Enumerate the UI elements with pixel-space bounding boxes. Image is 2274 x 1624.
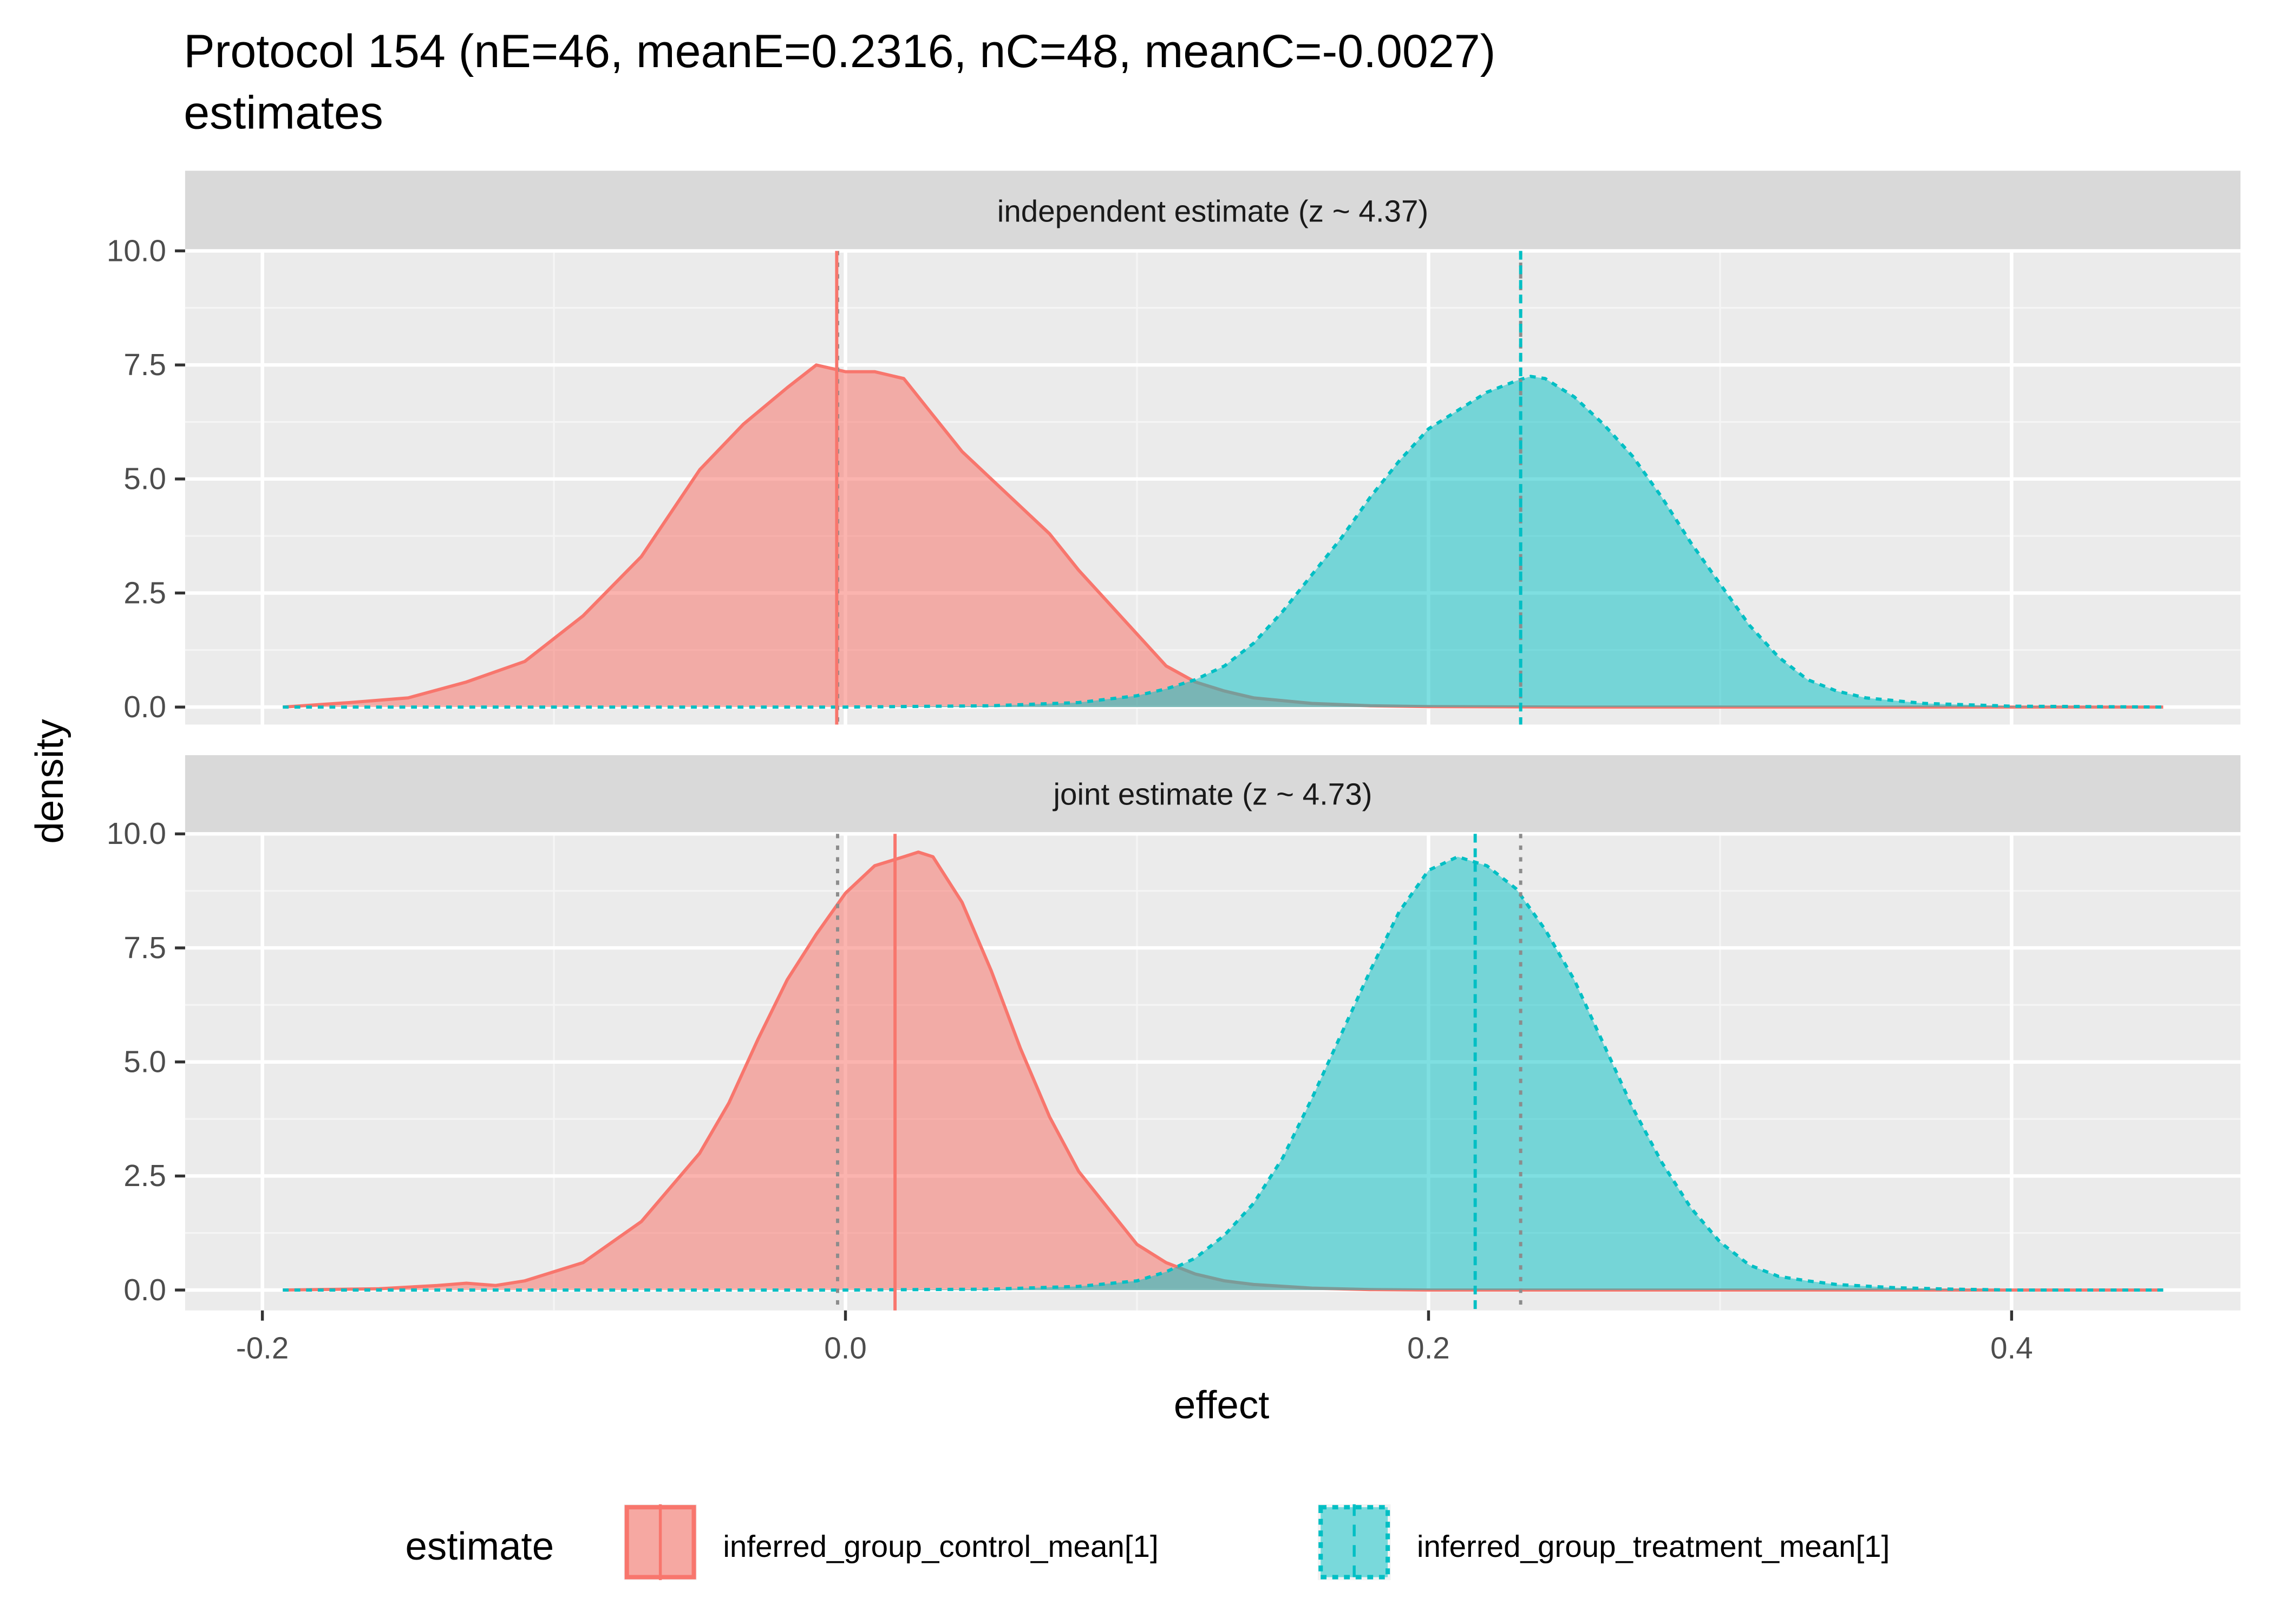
y-tick-label: 2.5: [123, 575, 166, 610]
x-axis-title: effect: [1174, 1383, 1269, 1427]
panel-bg-joint: [185, 834, 2241, 1311]
density-areas-independent: [283, 363, 2164, 709]
legend-label-control: inferred_group_control_mean[1]: [723, 1529, 1158, 1563]
y-tick-label: 7.5: [123, 931, 166, 965]
legend: estimate inferred_group_control_mean[1] …: [405, 1504, 1890, 1580]
chart-title: Protocol 154 (nE=46, meanE=0.2316, nC=48…: [184, 25, 1495, 77]
y-tick-label: 2.5: [123, 1158, 166, 1193]
y-axis-independent: 0.0 2.5 5.0 7.5 10.0: [107, 233, 185, 724]
strip-independent: [185, 171, 2241, 251]
strip-label-independent: independent estimate (z ~ 4.37): [997, 194, 1428, 228]
x-tick-label: -0.2: [236, 1331, 289, 1365]
legend-label-treatment: inferred_group_treatment_mean[1]: [1417, 1529, 1890, 1563]
x-tick-label: 0.0: [824, 1331, 867, 1365]
y-tick-label: 10.0: [107, 816, 166, 850]
x-tick-label: 0.4: [1990, 1331, 2033, 1365]
density-area-treatment: [283, 376, 2164, 708]
legend-title: estimate: [405, 1524, 554, 1568]
y-axis-joint: 0.0 2.5 5.0 7.5 10.0: [107, 816, 185, 1307]
panel-independent: independent estimate (z ~ 4.37) 0.0 2.5 5.…: [107, 171, 2241, 725]
density-area-control: [283, 365, 2164, 708]
y-tick-label: 5.0: [123, 462, 166, 496]
legend-key-control: [624, 1504, 697, 1580]
strip-label-joint: joint estimate (z ~ 4.73): [1053, 777, 1373, 811]
y-tick-label: 0.0: [123, 690, 166, 724]
y-tick-label: 0.0: [123, 1273, 166, 1307]
density-areas-joint: [283, 850, 2164, 1292]
strip-joint: [185, 755, 2241, 834]
y-tick-label: 7.5: [123, 348, 166, 382]
panel-bg-independent: [185, 251, 2241, 725]
density-line-treatment: [283, 375, 2164, 709]
chart-subtitle: estimates: [184, 87, 383, 139]
panel-joint: joint estimate (z ~ 4.73) 0.0 2.5 5.0 7.5 10…: [107, 755, 2241, 1311]
density-area-control: [283, 852, 2164, 1291]
legend-key-treatment: [1317, 1504, 1391, 1580]
y-axis-title: density: [28, 719, 71, 844]
x-axis: -0.2 0.0 0.2 0.4: [236, 1310, 2033, 1365]
y-tick-label: 5.0: [123, 1045, 166, 1079]
mean-lines-joint: [836, 834, 1522, 1311]
mean-lines-independent: [835, 251, 1522, 725]
y-tick-label: 10.0: [107, 233, 166, 267]
density-line-treatment: [283, 855, 2164, 1292]
x-tick-label: 0.2: [1407, 1331, 1450, 1365]
